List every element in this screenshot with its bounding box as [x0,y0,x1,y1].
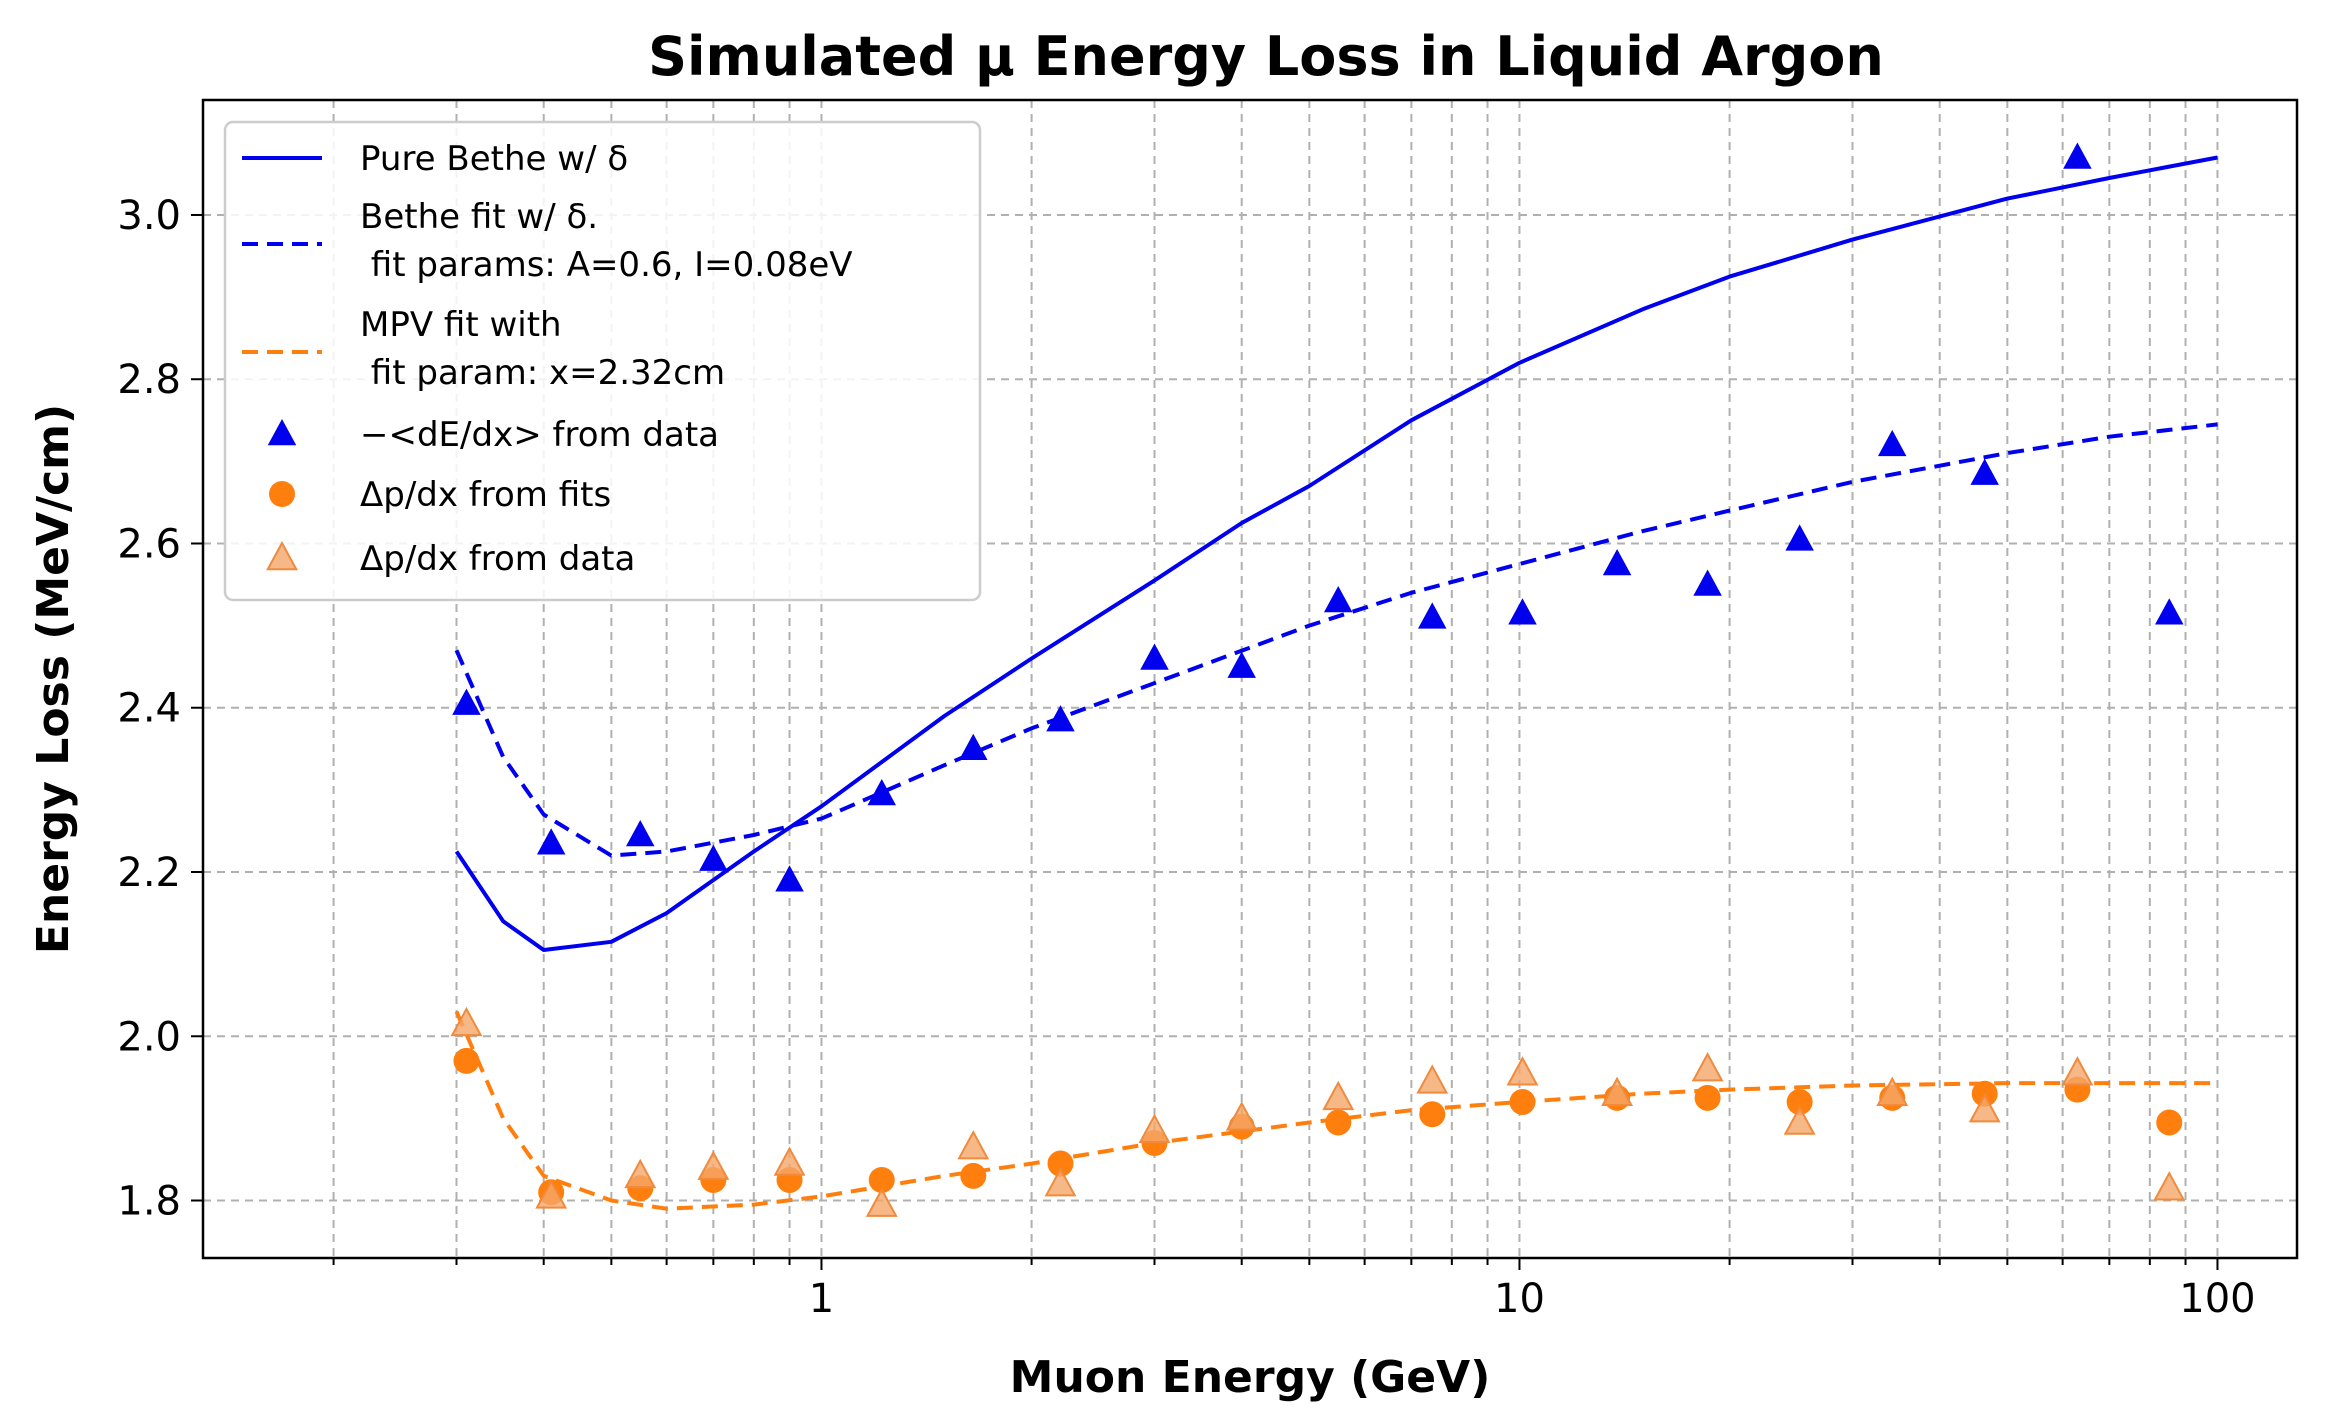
legend-label: Δp/dx from data [360,539,635,579]
data-point [1322,1080,1355,1111]
data-point [1138,1113,1171,1143]
data-point [2063,142,2092,169]
data-point [1227,651,1256,678]
legend: Pure Bethe w/ δ Bethe fit w/ δ. fit param… [223,120,982,602]
legend-marker-swatch [269,481,295,507]
data-point [699,844,728,871]
series-0 [454,155,2218,952]
data-point [1786,1088,1813,1115]
data-point [1506,1056,1539,1086]
y-tick-label: 3.0 [117,193,181,239]
data-point [1691,1052,1724,1082]
data-point [1783,1105,1816,1135]
legend-label: MPV fit with fit param: x=2.32cm [360,305,725,393]
series-3 [452,142,2184,892]
data-point [960,1162,987,1189]
x-tick-label: 100 [2179,1276,2255,1322]
legend-label: Pure Bethe w/ δ [360,139,628,179]
y-tick-label: 2.2 [117,850,181,896]
data-point [1601,1076,1634,1106]
data-point [1509,1088,1536,1115]
data-point [1416,1064,1449,1094]
data-point [625,820,655,847]
data-point [775,865,804,892]
data-point [959,733,988,761]
y-tick-label: 2.6 [117,521,181,567]
chart-title: Simulated μ Energy Loss in Liquid Argon [648,25,1884,88]
y-tick-label: 2.0 [117,1014,181,1060]
data-point [624,1158,657,1189]
data-point [867,778,896,806]
y-tick-label: 2.4 [117,686,181,732]
data-point [1970,458,1999,485]
data-point [2156,1109,2183,1136]
legend-item: Bethe fit w/ δ. fit params: A=0.6, I=0.0… [242,197,853,285]
legend-item: −<dE/dx> from data [267,415,719,455]
legend-box [223,120,982,602]
data-point [865,1187,898,1217]
series-1 [454,422,2218,858]
legend-item: Δp/dx from data [266,539,635,579]
data-point [453,1047,480,1074]
legend-label: Bethe fit w/ δ. fit params: A=0.6, I=0.0… [360,197,853,285]
y-axis-label: Energy Loss (MeV/cm) [28,404,79,954]
series-line [454,422,2218,858]
legend-item: Δp/dx from fits [269,475,611,515]
data-point [773,1146,806,1176]
legend-marker-swatch [267,419,297,446]
data-point [1693,569,1722,596]
data-point [535,1179,568,1209]
data-point [1876,1076,1909,1106]
y-tick-label: 1.8 [117,1179,181,1225]
grid-layer [203,100,2297,1258]
data-point [536,828,566,855]
legend-label: Δp/dx from fits [360,475,611,515]
data-point [1877,429,1907,457]
data-point [1044,1166,1077,1197]
legend-item: Pure Bethe w/ δ [242,139,628,179]
data-point [1968,1093,2001,1123]
data-point [697,1150,730,1180]
x-tick-label: 1 [809,1276,834,1322]
x-tick-label: 10 [1494,1276,1545,1322]
legend-label: −<dE/dx> from data [360,415,719,455]
data-point [2153,1171,2186,1201]
y-tick-label: 2.8 [117,357,181,403]
data-point [1602,549,1632,576]
data-point [2061,1056,2094,1086]
tick-layer: 1.8 2.0 2.2 2.4 2.6 2.8 3.0 1 10 100 [117,193,2255,1322]
data-point [1508,598,1537,625]
series-layer [450,142,2218,1217]
data-point [1785,524,1814,551]
data-point [1225,1101,1258,1131]
x-axis-label: Muon Energy (GeV) [1010,1352,1491,1403]
data-point [1418,602,1447,629]
series-5 [450,1006,2186,1217]
data-point [1323,585,1353,613]
plot-frame [201,98,2299,1260]
data-point [1140,643,1169,670]
data-point [868,1166,895,1193]
data-point [1046,705,1075,732]
series-line [454,155,2218,952]
data-point [2155,598,2184,625]
data-point [1325,1109,1352,1136]
legend-marker-swatch [266,540,298,571]
data-point [1047,1150,1074,1177]
data-point [1694,1084,1721,1111]
data-point [957,1130,990,1160]
legend-item: MPV fit with fit param: x=2.32cm [242,305,725,393]
data-point [452,688,481,715]
data-point [450,1006,483,1037]
data-point [1419,1101,1446,1128]
